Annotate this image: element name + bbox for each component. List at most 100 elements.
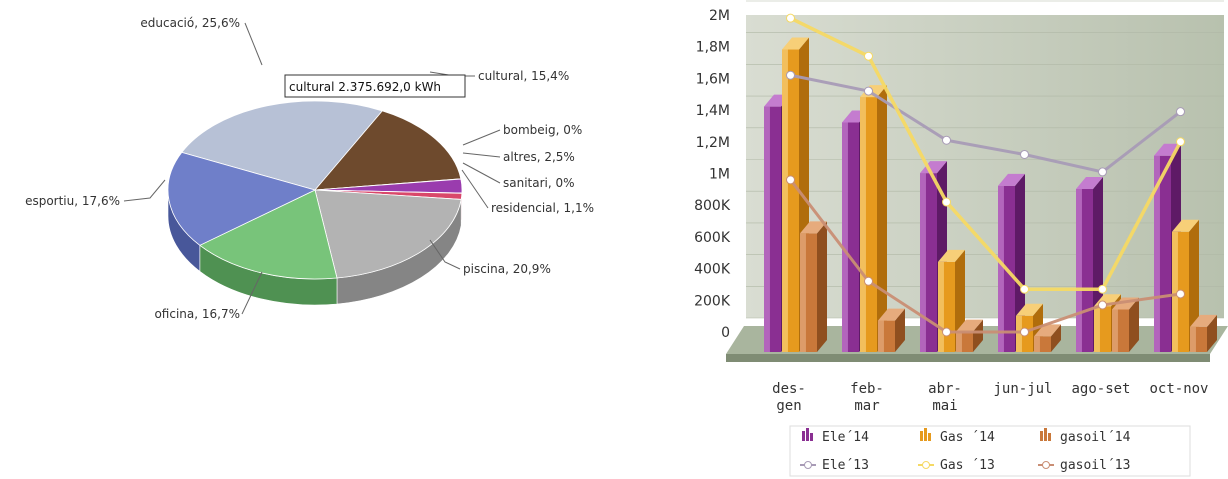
bar-highlight <box>1034 336 1040 352</box>
bar-highlight <box>842 122 848 352</box>
x-axis: des-gen feb-mar abr-mai jun-jul ago-set oct-n… <box>772 381 1208 414</box>
y-tick-label: 400K <box>694 262 731 278</box>
bar <box>956 319 983 352</box>
line-point <box>864 86 873 96</box>
bar-highlight <box>956 331 962 352</box>
tooltip-box <box>284 74 466 98</box>
line-series <box>790 73 1182 174</box>
x-tick-label: des- <box>772 381 806 397</box>
x-tick-label: ago-set <box>1071 381 1130 397</box>
legend-label: Ele´14 <box>822 430 869 445</box>
line-point <box>942 197 951 207</box>
legend: Ele´14 Gas ´14 gasoil´14 Ele´13 Gas ´13 gasoi… <box>789 425 1191 477</box>
legend-bar <box>1044 428 1047 441</box>
line-point <box>1020 327 1029 337</box>
pie-slice <box>314 110 462 191</box>
line-point <box>1176 107 1185 117</box>
plot-floor-edge <box>726 354 1210 362</box>
line-point <box>1176 137 1185 147</box>
pie-chart: educació, 25,6% cultural, 15,4% bombeig, 0… <box>25 16 594 321</box>
bar-highlight <box>938 261 944 352</box>
pie-slice <box>167 151 317 246</box>
line-point <box>786 70 795 80</box>
x-tick-label: mai <box>932 398 957 414</box>
legend-bar <box>810 433 813 441</box>
y-tick-label: 600K <box>694 230 731 246</box>
bar-highlight <box>1094 306 1100 352</box>
legend-label: gasoil´13 <box>1060 458 1130 473</box>
line-series <box>789 16 1183 291</box>
bar-chart: 0 200K 400K 600K 800K 1M 1,2M 1,4M 1,6M 1,8M 2M des… <box>694 0 1228 477</box>
line-point <box>1020 149 1029 159</box>
pie-root: educació, 25,6% cultural, 15,4% bombeig, 0… <box>25 16 594 321</box>
bar-highlight <box>1016 315 1022 352</box>
legend-marker <box>804 461 812 469</box>
pie-slice-label: esportiu, 17,6% <box>25 194 120 208</box>
pie-leader-line <box>461 169 489 209</box>
legend-bar <box>806 428 809 441</box>
line-point <box>786 13 795 23</box>
bar-top <box>1190 314 1217 327</box>
legend-label: gasoil´14 <box>1060 430 1131 445</box>
bar-top <box>1154 143 1181 156</box>
y-tick-label: 0 <box>721 325 730 341</box>
y-tick-label: 1M <box>709 167 730 183</box>
y-tick-label: 1,4M <box>696 103 730 119</box>
line-point <box>786 175 795 185</box>
bar-highlight <box>1154 155 1160 352</box>
pie-slice-label: residencial, 1,1% <box>491 201 594 215</box>
legend-box <box>789 425 1191 477</box>
bar-top <box>782 37 809 50</box>
bar <box>860 85 887 352</box>
bar-top <box>800 221 827 234</box>
bar-highlight <box>920 173 926 352</box>
bar-highlight <box>800 233 806 352</box>
bar-top <box>998 173 1025 186</box>
bar-top <box>1034 324 1061 337</box>
x-tick-label: gen <box>776 398 801 414</box>
pie-tooltip: cultural 2.375.692,0 kWh <box>284 74 466 98</box>
tooltip-text: cultural 2.375.692,0 kWh <box>289 80 441 94</box>
bar-side <box>973 319 983 352</box>
legend-label: Ele´13 <box>822 458 869 473</box>
pie-leader-line <box>429 239 461 270</box>
bar-highlight <box>782 49 788 352</box>
pie-slice <box>181 100 384 191</box>
bar-side <box>877 85 887 352</box>
bar-top <box>1172 219 1199 232</box>
y-tick-label: 800K <box>694 198 731 214</box>
legend-bar <box>924 428 927 441</box>
bar-top <box>1016 303 1043 316</box>
y-tick-label: 2M <box>709 8 730 24</box>
pie-slice <box>314 189 462 279</box>
bar <box>878 308 905 352</box>
bar-highlight <box>764 106 770 352</box>
bar-legend-icon <box>920 428 931 441</box>
bar <box>800 221 827 352</box>
x-tick-label: feb- <box>850 381 884 397</box>
pie-slice-label: piscina, 20,9% <box>463 262 551 276</box>
x-tick-label: oct-nov <box>1149 381 1208 397</box>
x-tick-label: mar <box>854 398 879 414</box>
line-legend-icon <box>1038 461 1054 469</box>
bar-side <box>1015 173 1025 352</box>
bar-highlight <box>1190 326 1196 352</box>
legend-label: Gas ´13 <box>940 458 995 473</box>
x-tick-label: jun-jul <box>993 381 1052 397</box>
pie-slice-label: cultural, 15,4% <box>478 69 569 83</box>
pie-leader-line <box>462 162 501 184</box>
bar-side <box>817 221 827 352</box>
bar-top <box>920 161 947 174</box>
legend-marker <box>922 461 930 469</box>
y-tick-label: 200K <box>694 293 731 309</box>
legend-label: Gas ´14 <box>940 430 995 445</box>
bar-side <box>1051 324 1061 352</box>
pie-leader-line <box>241 271 263 315</box>
bar-highlight <box>1076 189 1082 352</box>
legend-bar <box>802 431 805 441</box>
line-legend-icon <box>918 461 934 469</box>
pie-slice-label: oficina, 16,7% <box>154 307 240 321</box>
bar-top <box>956 319 983 332</box>
bar-highlight <box>860 97 866 352</box>
x-tick-label: abr- <box>928 381 962 397</box>
